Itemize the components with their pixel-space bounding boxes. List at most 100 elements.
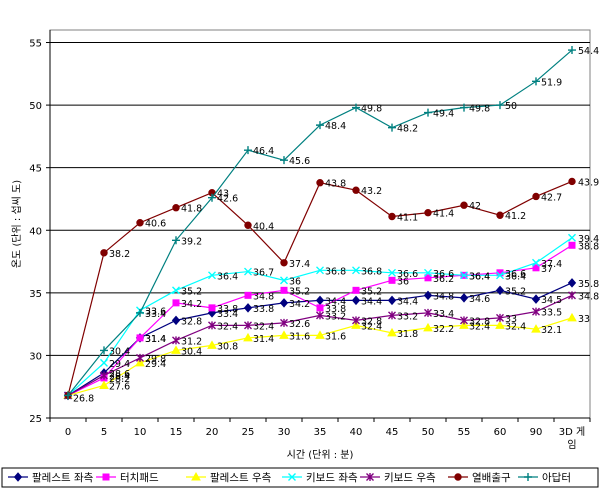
series-3 [63, 312, 577, 399]
x-tick-label: 25 [242, 427, 255, 438]
series-4 [64, 233, 576, 400]
y-tick-label: 35 [29, 289, 42, 300]
data-label: 31.6 [325, 331, 346, 342]
data-point [136, 219, 144, 227]
data-label: 32.6 [289, 319, 310, 330]
data-point [352, 186, 360, 194]
data-point [388, 268, 396, 277]
data-label: 33.4 [145, 309, 166, 320]
data-point [315, 295, 325, 306]
legend-label: 키보드 우측 [384, 472, 436, 484]
legend-label: 열배출구 [472, 472, 511, 484]
data-label: 30.8 [217, 341, 238, 352]
x-tick-label: 임 [567, 438, 576, 451]
data-labels: 26.828.631.432.833.4 33.8 34.2 34.4 34.4 34.4… [73, 46, 599, 404]
data-point [568, 291, 576, 300]
data-point [280, 318, 288, 327]
legend-item: 아답터 [518, 472, 571, 484]
legend-swatch-marker [13, 472, 23, 482]
legend-label: 터치패드 [120, 472, 159, 484]
data-label: 32.4 [253, 321, 274, 332]
data-label: 32.8 [469, 316, 490, 327]
data-label: 31.6 [289, 331, 310, 342]
data-label: 36.6 [433, 269, 454, 280]
legend-swatch-marker [191, 471, 201, 481]
data-label: 36.4 [469, 271, 490, 282]
y-tick-label: 25 [29, 414, 42, 425]
data-label: 33.2 [325, 311, 346, 322]
data-label: 34.4 [361, 296, 382, 307]
data-point [208, 321, 216, 330]
data-point [100, 346, 108, 355]
data-label: 31.4 [145, 334, 166, 345]
data-point [172, 286, 180, 295]
data-point [99, 380, 109, 389]
data-label: 35.8 [578, 279, 599, 290]
x-tick-label: 60 [494, 427, 507, 438]
data-label: 39.2 [181, 236, 202, 247]
data-point [315, 330, 325, 339]
data-label: 34.2 [181, 299, 202, 310]
data-point [352, 286, 360, 294]
data-label: 33.5 [541, 308, 562, 319]
data-label: 36.8 [325, 266, 346, 277]
x-tick-label: 35 [314, 427, 327, 438]
y-tick-label: 55 [29, 39, 42, 50]
data-point [280, 286, 288, 294]
data-point [100, 371, 108, 380]
data-label: 34.4 [397, 296, 418, 307]
data-label: 35.2 [505, 286, 526, 297]
data-point [280, 276, 288, 285]
data-label: 28.6 [109, 369, 130, 380]
data-label: 41.1 [397, 212, 418, 223]
plot-area [49, 29, 591, 419]
data-label: 43.8 [325, 179, 346, 190]
data-label: 26.8 [73, 393, 94, 404]
x-tick-label: 3D 게 [559, 426, 585, 438]
data-label: 33 [578, 314, 590, 325]
data-label: 36.4 [217, 271, 238, 282]
data-label: 37.4 [289, 259, 310, 270]
data-label: 30.4 [181, 346, 202, 357]
data-point [424, 308, 432, 317]
data-label: 36 [289, 276, 301, 287]
y-tick-label: 50 [29, 101, 42, 112]
data-point [532, 264, 540, 272]
legend-item: 팔레스트 우측 [186, 471, 272, 484]
data-point [531, 294, 541, 304]
legend-swatch-marker [366, 473, 374, 481]
data-label: 31.4 [253, 334, 274, 345]
data-label: 33.4 [217, 309, 238, 320]
data-point [207, 340, 217, 349]
data-point [280, 156, 288, 165]
x-tick-label: 90 [530, 427, 543, 438]
data-label: 29.4 [145, 359, 166, 370]
data-point [100, 358, 108, 367]
data-point [568, 177, 576, 186]
legend-label: 팔레스트 우측 [210, 472, 272, 484]
data-label: 33 [505, 314, 517, 325]
data-point [279, 330, 289, 339]
data-point [568, 46, 576, 55]
data-point [460, 271, 468, 280]
series-6 [64, 177, 576, 400]
data-label: 32.4 [505, 321, 526, 332]
data-label: 33.8 [325, 304, 346, 315]
data-point [243, 303, 253, 313]
data-label: 35.2 [181, 286, 202, 297]
x-tick-label: 30 [278, 427, 291, 438]
data-label: 34.8 [578, 291, 599, 302]
legend-item: 키보드 좌측 [282, 472, 358, 484]
data-point [244, 267, 252, 276]
x-tick-label: 45 [386, 427, 399, 438]
legend-item: 팔레스트 좌측 [8, 472, 94, 484]
legend-swatch-marker [102, 473, 110, 481]
data-label: 32.2 [433, 324, 454, 335]
series-7 [64, 46, 576, 400]
data-label: 29.8 [145, 354, 166, 365]
data-point [172, 204, 180, 212]
data-point [388, 123, 396, 132]
data-label: 41.2 [505, 211, 526, 222]
data-point [171, 315, 181, 326]
y-axis-title: 온도 (단위 : 섭씨 도) [10, 180, 23, 268]
